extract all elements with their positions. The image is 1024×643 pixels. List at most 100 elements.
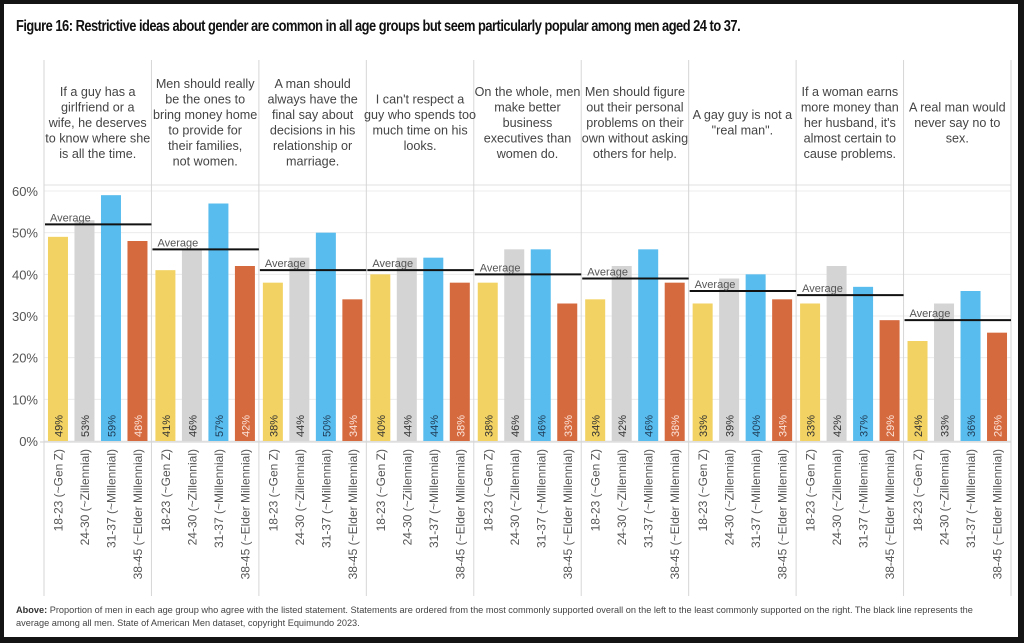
x-tick-label: 18-23 (~Gen Z) <box>696 449 710 531</box>
figure-frame: Figure 16: Restrictive ideas about gende… <box>4 4 1018 637</box>
bar-value-label: 49% <box>53 415 65 437</box>
bar-value-label: 33% <box>563 415 575 437</box>
bar-value-label: 26% <box>993 415 1005 437</box>
bar <box>100 195 121 441</box>
bar-value-label: 38% <box>483 415 495 437</box>
bar-value-label: 46% <box>536 415 548 437</box>
x-tick-label: 18-23 (~Gen Z) <box>589 449 603 531</box>
bar <box>449 282 470 441</box>
statement-line: be the ones to <box>165 93 245 107</box>
average-label: Average <box>802 283 843 295</box>
bar-value-label: 46% <box>187 415 199 437</box>
x-tick-label: 18-23 (~Gen Z) <box>51 449 65 531</box>
x-tick-label: 18-23 (~Gen Z) <box>481 449 495 531</box>
statement-line: Men should figure <box>585 85 685 99</box>
x-tick-label: 31-37 (~Millennial) <box>642 449 656 548</box>
x-tick-label: 24-30 (~Zillennial) <box>400 449 414 545</box>
statement-line: problems on their <box>586 116 683 130</box>
statement-line: never say no to <box>914 116 1000 130</box>
bar <box>181 249 202 441</box>
bar <box>477 282 498 441</box>
bar <box>692 303 713 441</box>
bar <box>772 299 793 441</box>
statement-line: marriage. <box>286 155 339 169</box>
x-tick-label: 18-23 (~Gen Z) <box>159 449 173 531</box>
statement-line: not women. <box>173 155 238 169</box>
bar-value-label: 44% <box>402 415 414 437</box>
average-label: Average <box>372 258 413 270</box>
bar-value-label: 44% <box>295 415 307 437</box>
statement-line: others for help. <box>593 147 677 161</box>
bar-value-label: 57% <box>214 415 226 437</box>
panel-statement: I can't respect a guy who spends too much … <box>364 93 476 154</box>
x-tick-label: 38-45 (~Elder Millennial) <box>883 449 897 579</box>
bar <box>155 270 176 441</box>
bar-value-label: 40% <box>751 415 763 437</box>
statement-line: A man should <box>274 77 350 91</box>
bar <box>638 249 659 441</box>
bar-value-label: 24% <box>913 415 925 437</box>
statement-line: A real man would <box>909 100 1006 114</box>
statement-line: own without asking <box>582 131 688 145</box>
bar <box>423 257 444 441</box>
bar <box>208 203 229 441</box>
bar <box>664 282 685 441</box>
statement-line: her husband, it's <box>804 116 896 130</box>
bar-value-label: 39% <box>725 415 737 437</box>
average-label: Average <box>480 262 521 274</box>
x-tick-label: 24-30 (~Zillennial) <box>723 449 737 545</box>
bar-value-label: 33% <box>940 415 952 437</box>
caption-text: Proportion of men in each age group who … <box>16 605 973 628</box>
statement-line: guy who spends too <box>364 108 476 122</box>
average-label: Average <box>157 237 198 249</box>
x-tick-label: 38-45 (~Elder Millennial) <box>668 449 682 579</box>
bar-value-label: 36% <box>966 415 978 437</box>
statement-line: cause problems. <box>804 147 896 161</box>
bar-chart: 0% 10% 20% 30% 40% 50% 60% If a guy has a girlfr… <box>12 60 1012 596</box>
x-tick-label: 38-45 (~Elder Millennial) <box>561 449 575 579</box>
statement-line: decisions in his <box>270 124 355 138</box>
statement-line: If a guy has a <box>60 85 136 99</box>
figure-caption: Above: Proportion of men in each age gro… <box>16 604 1006 630</box>
bar-value-label: 29% <box>885 415 897 437</box>
statement-line: relationship or <box>273 139 352 153</box>
statement-line: A gay guy is not a <box>693 108 792 122</box>
x-tick-label: 18-23 (~Gen Z) <box>266 449 280 531</box>
x-tick-label: 24-30 (~Zillennial) <box>830 449 844 545</box>
x-tick-label: 31-37 (~Millennial) <box>964 449 978 548</box>
statement-line: On the whole, men <box>475 85 581 99</box>
statement-line: more money than <box>801 100 899 114</box>
bar <box>504 249 525 441</box>
statement-line: almost certain to <box>804 131 896 145</box>
bar <box>370 274 391 441</box>
panel-statement: A gay guy is not a "real man". <box>693 108 792 138</box>
statement-line: much time on his <box>372 124 467 138</box>
bar <box>745 274 766 441</box>
statement-line: I can't respect a <box>376 93 465 107</box>
statement-line: sex. <box>946 131 969 145</box>
bar <box>611 266 632 441</box>
bar <box>987 332 1008 441</box>
bar <box>585 299 606 441</box>
x-tick-label: 31-37 (~Millennial) <box>749 449 763 548</box>
bar-value-label: 44% <box>429 415 441 437</box>
bar <box>960 291 981 441</box>
x-tick-label: 31-37 (~Millennial) <box>104 449 118 548</box>
bar <box>47 236 68 441</box>
bar-value-label: 40% <box>376 415 388 437</box>
x-tick-label: 18-23 (~Gen Z) <box>911 449 925 531</box>
x-tick-label: 31-37 (~Millennial) <box>427 449 441 548</box>
y-tick-label: 30% <box>12 309 38 324</box>
y-tick-label: 50% <box>12 226 38 241</box>
x-tick-label: 24-30 (~Zillennial) <box>78 449 92 545</box>
statement-line: their families, <box>168 139 242 153</box>
x-tick-label: 24-30 (~Zillennial) <box>508 449 522 545</box>
panel-statement: A real man would never say no to sex. <box>909 100 1006 145</box>
bar-value-label: 37% <box>859 415 871 437</box>
statement-line: is all the time. <box>59 147 136 161</box>
average-label: Average <box>50 212 91 224</box>
x-tick-label: 38-45 (~Elder Millennial) <box>238 449 252 579</box>
y-tick-label: 0% <box>19 434 38 449</box>
statement-line: looks. <box>404 139 437 153</box>
statement-line: wife, he deserves <box>48 116 147 130</box>
